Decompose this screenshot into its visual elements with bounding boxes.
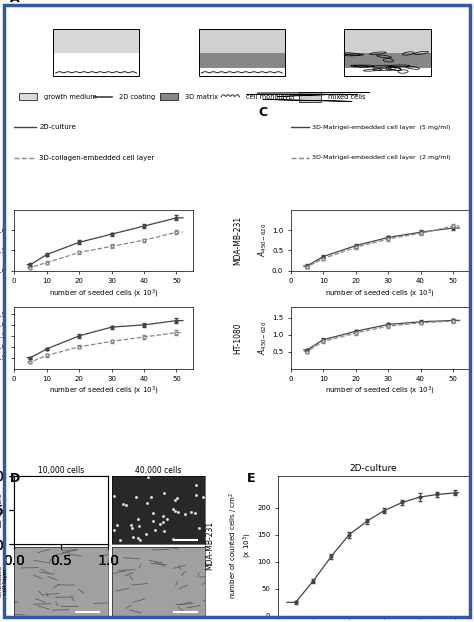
Point — [233, 463, 241, 473]
Title: 10,000 cells: 10,000 cells — [38, 466, 84, 475]
Bar — [199, 29, 285, 76]
Point — [402, 337, 410, 346]
Text: MDA-MB-231: MDA-MB-231 — [205, 521, 214, 570]
Bar — [19, 93, 37, 100]
Point — [180, 376, 188, 386]
Point — [352, 309, 359, 319]
X-axis label: number of seeded cells (x 10$^3$): number of seeded cells (x 10$^3$) — [49, 287, 158, 300]
Text: E: E — [246, 473, 255, 485]
Text: 3D-matrix-
embedded
cell layer: 3D-matrix- embedded cell layer — [0, 565, 9, 597]
Point — [416, 466, 423, 476]
Text: 3D-collagen-embedded cell layer: 3D-collagen-embedded cell layer — [39, 155, 155, 160]
Point — [288, 147, 296, 157]
Point — [182, 381, 190, 391]
Point — [346, 442, 354, 452]
Point — [395, 72, 403, 82]
Point — [463, 410, 470, 420]
Title: 40,000 cells: 40,000 cells — [136, 466, 182, 475]
Text: 3D-Matrigel-embedded cell layer  (2 mg/ml): 3D-Matrigel-embedded cell layer (2 mg/ml… — [312, 156, 451, 160]
Text: 3D matrix: 3D matrix — [185, 94, 218, 100]
Text: mixed cells: mixed cells — [328, 94, 366, 100]
Point — [136, 4, 144, 14]
Point — [412, 86, 420, 96]
Bar — [53, 29, 139, 76]
Point — [175, 63, 183, 73]
X-axis label: number of seeded cells (x 10$^3$): number of seeded cells (x 10$^3$) — [325, 385, 435, 397]
Text: 3D-Matrigel-embedded cell layer  (5 mg/ml): 3D-Matrigel-embedded cell layer (5 mg/ml… — [312, 125, 451, 130]
Bar — [344, 53, 430, 68]
Point — [344, 353, 351, 363]
Text: growth medium: growth medium — [44, 94, 97, 100]
Y-axis label: $A_{450-620}$: $A_{450-620}$ — [256, 223, 269, 258]
Bar — [299, 92, 321, 101]
Text: MDA-MB-231: MDA-MB-231 — [234, 216, 243, 265]
Point — [376, 73, 383, 83]
Point — [262, 139, 269, 149]
Text: A: A — [9, 0, 19, 5]
Title: 2D-culture: 2D-culture — [350, 465, 398, 473]
Point — [231, 481, 239, 491]
Text: 2D-culture: 2D-culture — [0, 493, 3, 527]
Y-axis label: $A_{450-620}$: $A_{450-620}$ — [256, 321, 269, 355]
Y-axis label: number of counted cells / cm$^2$
(x 10$^3$): number of counted cells / cm$^2$ (x 10$^… — [228, 492, 254, 599]
Point — [331, 328, 339, 338]
X-axis label: number of seeded cells (x 10$^3$): number of seeded cells (x 10$^3$) — [325, 287, 435, 300]
X-axis label: number of seeded cells (x 10$^3$): number of seeded cells (x 10$^3$) — [49, 385, 158, 397]
Text: 2D coating: 2D coating — [119, 94, 155, 100]
Text: cell monolayer: cell monolayer — [246, 94, 296, 100]
Point — [57, 156, 65, 165]
Bar — [53, 29, 139, 53]
Bar — [199, 29, 285, 53]
Text: C: C — [259, 106, 268, 119]
Point — [392, 450, 400, 460]
Point — [396, 271, 404, 281]
Text: HT-1080: HT-1080 — [234, 322, 243, 354]
Text: 2D-culture: 2D-culture — [39, 124, 76, 130]
Bar — [160, 93, 178, 100]
Bar — [344, 29, 430, 53]
Bar — [344, 29, 430, 76]
Point — [199, 331, 206, 341]
Bar — [199, 53, 285, 68]
Point — [315, 417, 322, 427]
Text: D: D — [9, 473, 20, 485]
